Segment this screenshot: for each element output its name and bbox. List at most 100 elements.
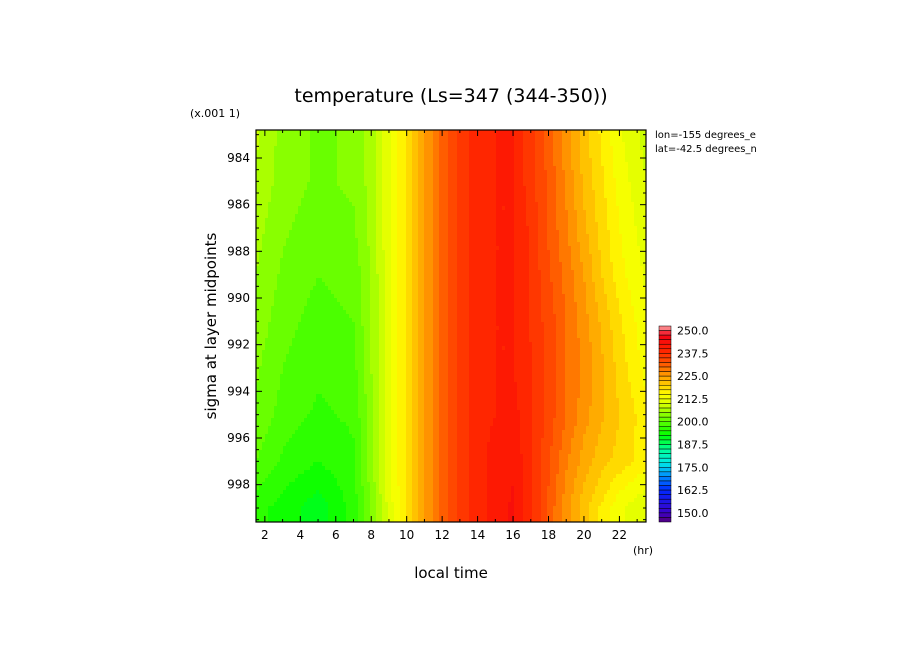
contour-cell: [340, 138, 344, 143]
contour-cell: [427, 174, 431, 179]
contour-cell: [637, 222, 641, 227]
contour-cell: [577, 186, 581, 191]
contour-cell: [364, 194, 368, 199]
contour-cell: [307, 194, 311, 199]
contour-cell: [613, 178, 617, 183]
contour-cell: [574, 206, 578, 211]
contour-cell: [448, 182, 452, 187]
contour-cell: [478, 158, 482, 163]
contour-cell: [439, 210, 443, 215]
contour-cell: [574, 174, 578, 179]
contour-cell: [601, 130, 605, 135]
contour-cell: [592, 190, 596, 195]
contour-cell: [427, 138, 431, 143]
contour-cell: [577, 166, 581, 171]
contour-cell: [484, 150, 488, 155]
contour-cell: [574, 190, 578, 195]
contour-cell: [475, 158, 479, 163]
contour-cell: [352, 182, 356, 187]
contour-cell: [418, 174, 422, 179]
contour-cell: [532, 214, 536, 219]
contour-cell: [496, 190, 500, 195]
contour-cell: [601, 174, 605, 179]
contour-cell: [280, 202, 284, 207]
contour-cell: [277, 154, 281, 159]
contour-cell: [523, 206, 527, 211]
contour-cell: [601, 154, 605, 159]
contour-cell: [472, 138, 476, 143]
contour-cell: [469, 130, 473, 135]
contour-cell: [439, 174, 443, 179]
contour-cell: [325, 134, 329, 139]
contour-cell: [505, 182, 509, 187]
contour-cell: [370, 174, 374, 179]
contour-cell: [490, 158, 494, 163]
contour-cell: [523, 186, 527, 191]
contour-cell: [388, 186, 392, 191]
contour-cell: [298, 178, 302, 183]
contour-cell: [589, 174, 593, 179]
contour-cell: [322, 198, 326, 203]
contour-cell: [298, 138, 302, 143]
contour-cell: [412, 158, 416, 163]
contour-cell: [427, 202, 431, 207]
contour-cell: [361, 186, 365, 191]
contour-cell: [523, 218, 527, 223]
contour-cell: [514, 154, 518, 159]
contour-cell: [295, 158, 299, 163]
contour-cell: [493, 222, 497, 227]
contour-cell: [523, 214, 527, 219]
contour-cell: [484, 174, 488, 179]
contour-cell: [529, 186, 533, 191]
contour-cell: [397, 142, 401, 147]
contour-cell: [319, 162, 323, 167]
contour-cell: [421, 182, 425, 187]
contour-cell: [517, 194, 521, 199]
contour-cell: [604, 146, 608, 151]
contour-cell: [499, 158, 503, 163]
contour-cell: [337, 158, 341, 163]
contour-cell: [568, 198, 572, 203]
contour-cell: [496, 222, 500, 227]
contour-cell: [292, 218, 296, 223]
contour-cell: [340, 186, 344, 191]
contour-cell: [394, 178, 398, 183]
contour-cell: [418, 210, 422, 215]
contour-cell: [592, 154, 596, 159]
contour-cell: [484, 142, 488, 147]
contour-cell: [298, 146, 302, 151]
contour-cell: [301, 218, 305, 223]
contour-cell: [478, 166, 482, 171]
contour-cell: [391, 218, 395, 223]
contour-cell: [526, 214, 530, 219]
contour-cell: [562, 170, 566, 175]
contour-cell: [619, 138, 623, 143]
contour-cell: [547, 194, 551, 199]
contour-cell: [583, 146, 587, 151]
contour-cell: [274, 186, 278, 191]
contour-cell: [412, 134, 416, 139]
contour-cell: [457, 214, 461, 219]
contour-cell: [565, 142, 569, 147]
contour-cell: [562, 158, 566, 163]
contour-cell: [331, 186, 335, 191]
contour-cell: [643, 134, 646, 139]
contour-cell: [604, 142, 608, 147]
contour-cell: [355, 198, 359, 203]
contour-cell: [571, 166, 575, 171]
contour-cell: [346, 150, 350, 155]
contour-cell: [481, 150, 485, 155]
contour-cell: [394, 130, 398, 135]
info-line-lon: lon=-155 degrees_e: [655, 130, 756, 141]
contour-cell: [454, 174, 458, 179]
contour-cell: [454, 222, 458, 227]
contour-cell: [358, 210, 362, 215]
contour-cell: [355, 138, 359, 143]
contour-cell: [382, 174, 386, 179]
contour-cell: [433, 158, 437, 163]
contour-cell: [346, 202, 350, 207]
contour-cell: [505, 170, 509, 175]
contour-cell: [316, 194, 320, 199]
contour-cell: [361, 146, 365, 151]
contour-cell: [511, 218, 515, 223]
